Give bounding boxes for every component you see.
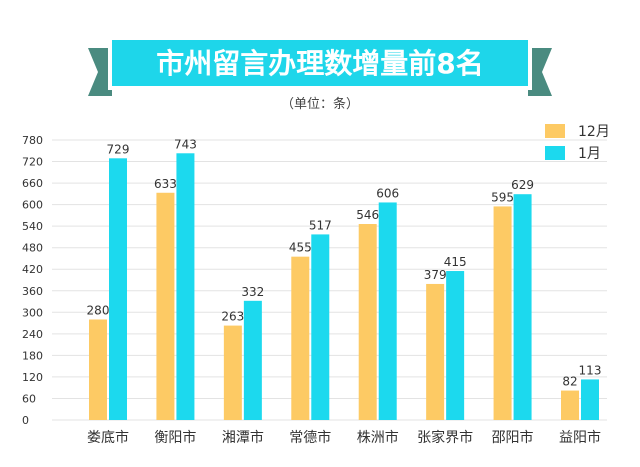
- data-label: 595: [491, 190, 514, 204]
- y-tick-label: 420: [22, 263, 43, 276]
- data-label: 629: [511, 178, 534, 192]
- y-tick-label: 540: [22, 220, 43, 233]
- bar-jan: [311, 234, 330, 420]
- data-label: 82: [562, 375, 577, 389]
- bar-dec: [89, 319, 107, 420]
- y-tick-label: 600: [22, 199, 43, 212]
- bar-dec: [291, 256, 310, 420]
- bar-jan: [109, 158, 127, 421]
- y-tick-label: 0: [22, 414, 29, 427]
- bar-dec: [223, 325, 242, 420]
- banner-box: [108, 36, 532, 90]
- bar-dec: [358, 224, 377, 420]
- y-tick-label: 360: [22, 285, 43, 298]
- legend-label: 12月: [578, 124, 610, 140]
- data-label: 606: [376, 186, 399, 200]
- y-tick-label: 720: [22, 156, 43, 169]
- bar-jan: [243, 300, 262, 420]
- y-tick-label: 780: [22, 134, 43, 147]
- x-tick-label: 娄底市: [87, 429, 129, 446]
- data-label: 743: [174, 137, 197, 151]
- legend-swatch: [545, 146, 565, 160]
- x-tick-label: 湘潭市: [222, 429, 264, 446]
- ribbon-right: [528, 48, 552, 96]
- bar-dec: [156, 192, 175, 420]
- legend-swatch: [545, 124, 565, 138]
- legend-label: 1月: [578, 146, 601, 162]
- data-label: 729: [107, 142, 130, 156]
- x-tick-label: 衡阳市: [154, 429, 196, 446]
- x-tick-label: 株洲市: [357, 429, 399, 446]
- y-tick-label: 120: [22, 371, 43, 384]
- x-tick-label: 益阳市: [559, 429, 601, 446]
- data-label: 415: [444, 255, 467, 269]
- x-tick-label: 常德市: [289, 429, 331, 446]
- data-label: 517: [309, 218, 332, 232]
- title-banner: 市州留言办理数增量前8名: [88, 36, 552, 96]
- x-tick-label: 张家界市: [417, 429, 473, 446]
- y-axis: 0 60 120 180 240 300 360 420 480 540 600 660 720 780: [22, 134, 43, 427]
- y-tick-label: 300: [22, 306, 43, 319]
- data-label: 280: [87, 303, 110, 317]
- data-label: 332: [241, 285, 264, 299]
- bar-dec: [426, 283, 445, 420]
- chart-subtitle: （单位：条）: [281, 96, 359, 112]
- bar-jan: [446, 271, 465, 420]
- x-axis: 娄底市 衡阳市 湘潭市 常德市 株洲市 张家界市 邵阳市 益阳市: [87, 429, 601, 446]
- x-tick-label: 邵阳市: [492, 429, 534, 446]
- y-tick-label: 180: [22, 349, 43, 362]
- data-label: 546: [356, 208, 379, 222]
- y-tick-label: 60: [22, 392, 36, 405]
- bar-jan: [378, 202, 397, 420]
- y-tick-label: 660: [22, 177, 43, 190]
- bar-dec: [493, 206, 512, 420]
- y-tick-label: 240: [22, 328, 43, 341]
- ribbon-left: [88, 48, 112, 96]
- y-tick-label: 480: [22, 242, 43, 255]
- data-label: 455: [289, 241, 312, 255]
- bar-dec: [561, 390, 579, 420]
- data-label: 633: [154, 177, 177, 191]
- bar-jan: [513, 194, 532, 420]
- data-label: 379: [424, 268, 447, 282]
- data-label: 263: [221, 310, 244, 324]
- bar-jan: [581, 379, 599, 420]
- bar-jan: [176, 153, 195, 421]
- data-label: 113: [579, 363, 602, 377]
- bars: [89, 153, 599, 421]
- chart-title: 市州留言办理数增量前8名: [156, 47, 483, 80]
